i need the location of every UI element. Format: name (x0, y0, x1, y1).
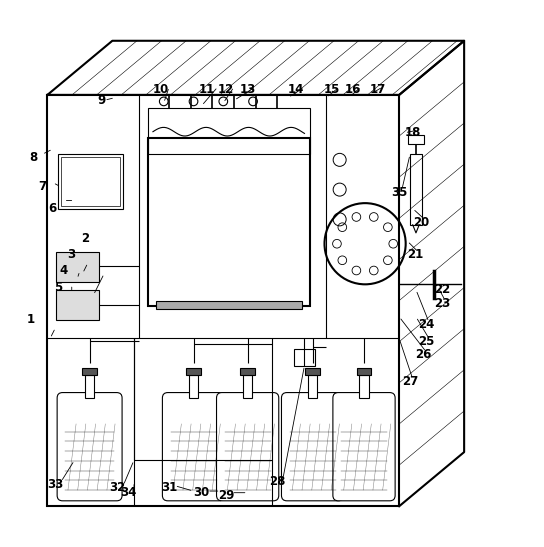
Bar (47, 95, 399, 506)
Text: 14: 14 (288, 83, 305, 96)
Bar (55, 290, 99, 319)
FancyBboxPatch shape (57, 393, 122, 501)
Text: 24: 24 (418, 318, 435, 331)
Text: 28: 28 (269, 475, 286, 488)
Text: 30: 30 (194, 486, 210, 499)
Circle shape (338, 256, 347, 265)
Text: 34: 34 (120, 486, 137, 499)
Text: 1: 1 (27, 313, 35, 326)
Bar (61, 157, 120, 206)
Circle shape (332, 240, 341, 248)
Bar (360, 375, 369, 398)
Bar (186, 368, 201, 375)
Text: 22: 22 (434, 283, 450, 296)
Bar (189, 375, 198, 398)
Bar (85, 375, 95, 398)
FancyBboxPatch shape (217, 393, 279, 501)
Bar (156, 300, 302, 309)
Text: 13: 13 (239, 83, 256, 96)
Text: 32: 32 (110, 481, 126, 494)
Text: 31: 31 (161, 481, 177, 494)
Text: 27: 27 (402, 375, 418, 388)
Text: 25: 25 (418, 335, 435, 348)
Bar (305, 368, 320, 375)
Text: 15: 15 (323, 83, 339, 96)
Bar (55, 252, 99, 282)
Text: 8: 8 (30, 150, 38, 164)
Text: 10: 10 (153, 83, 169, 96)
Text: 9: 9 (97, 94, 106, 107)
Text: 7: 7 (38, 181, 46, 194)
Bar (409, 136, 424, 144)
Bar (357, 368, 372, 375)
Text: 3: 3 (67, 248, 76, 261)
Text: 5: 5 (54, 281, 63, 294)
Text: 11: 11 (199, 83, 215, 96)
Text: 21: 21 (407, 248, 424, 261)
Bar (243, 375, 252, 398)
Bar (147, 108, 310, 154)
Circle shape (384, 223, 392, 231)
Text: 33: 33 (47, 478, 64, 491)
Bar (82, 368, 97, 375)
Text: 4: 4 (59, 264, 68, 277)
Circle shape (352, 213, 361, 222)
Text: 17: 17 (369, 83, 386, 96)
Circle shape (389, 240, 398, 248)
Circle shape (338, 223, 347, 231)
Text: 23: 23 (434, 297, 450, 310)
Text: 16: 16 (345, 83, 361, 96)
Bar (294, 350, 316, 365)
Bar (308, 375, 317, 398)
Text: 35: 35 (391, 186, 407, 199)
Bar (410, 154, 422, 225)
Circle shape (369, 266, 378, 275)
Bar (58, 154, 123, 208)
Text: 29: 29 (218, 489, 234, 502)
Text: 18: 18 (405, 126, 421, 139)
Circle shape (384, 256, 392, 265)
Bar (147, 138, 310, 306)
Text: 26: 26 (416, 348, 432, 361)
FancyBboxPatch shape (333, 393, 395, 501)
FancyBboxPatch shape (281, 393, 344, 501)
Circle shape (369, 213, 378, 222)
Bar (240, 368, 255, 375)
Text: 20: 20 (413, 216, 429, 229)
Text: 12: 12 (218, 83, 234, 96)
FancyBboxPatch shape (163, 393, 225, 501)
Text: 6: 6 (48, 202, 57, 215)
Circle shape (352, 266, 361, 275)
Text: 2: 2 (81, 232, 89, 245)
